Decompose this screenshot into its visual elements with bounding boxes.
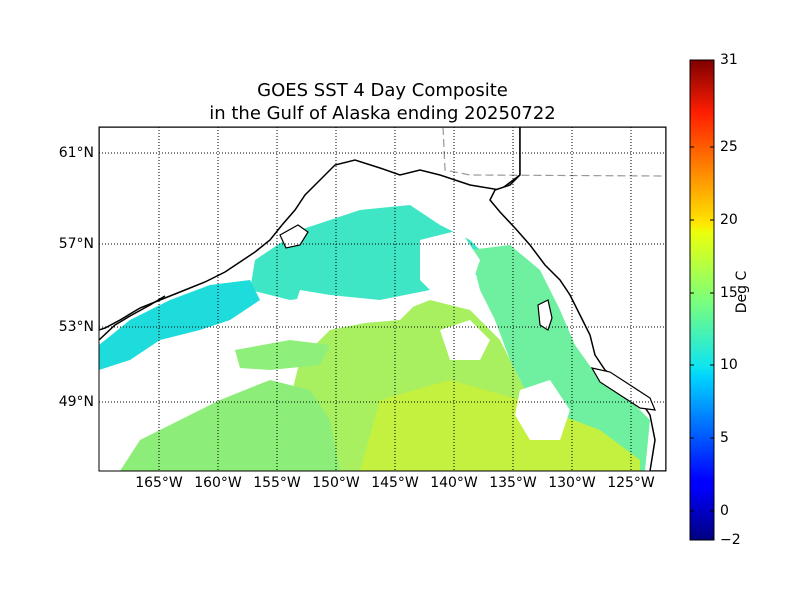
colorbar-tick-5: 5 bbox=[720, 430, 729, 446]
sst-patch-southeast bbox=[360, 380, 640, 471]
colorbar-tick-minus2: −2 bbox=[720, 532, 741, 548]
colorbar-tick-20: 20 bbox=[720, 212, 738, 228]
lat-label-61n: 61°N bbox=[58, 145, 94, 161]
lon-label-155w: 155°W bbox=[253, 475, 301, 491]
colorbar-label: Deg C bbox=[734, 270, 750, 314]
lon-label-145w: 145°W bbox=[371, 475, 419, 491]
lon-label-125w: 125°W bbox=[607, 475, 655, 491]
sst-patch-west bbox=[99, 280, 260, 370]
vancouver-island bbox=[590, 367, 656, 411]
land-canada bbox=[489, 127, 666, 471]
lat-label-57n: 57°N bbox=[58, 236, 94, 252]
cloud-gap-2 bbox=[420, 230, 480, 300]
aleutian-chain bbox=[99, 295, 166, 341]
colorbar bbox=[689, 59, 715, 541]
cloud-gap-5 bbox=[440, 320, 490, 360]
kodiak-island bbox=[279, 224, 309, 249]
lat-label-53n: 53°N bbox=[58, 319, 94, 335]
colorbar-tick-25: 25 bbox=[720, 139, 738, 155]
sst-patch-coast bbox=[470, 245, 650, 471]
land-alaska bbox=[99, 127, 521, 331]
colorbar-ticks bbox=[690, 59, 714, 512]
cloud-gap-1 bbox=[290, 290, 420, 325]
lon-label-135w: 135°W bbox=[489, 475, 537, 491]
lon-label-150w: 150°W bbox=[312, 475, 360, 491]
colorbar-tick-10: 10 bbox=[720, 357, 738, 373]
cloud-gap-4 bbox=[99, 360, 240, 430]
haida-gwaii bbox=[537, 299, 553, 331]
map-frame bbox=[98, 126, 667, 472]
map-title-line-2: in the Gulf of Alaska ending 20250722 bbox=[209, 103, 556, 124]
sst-patch-mid bbox=[235, 340, 330, 370]
lon-label-160w: 160°W bbox=[194, 475, 242, 491]
sst-field bbox=[99, 127, 666, 471]
lon-label-140w: 140°W bbox=[430, 475, 478, 491]
lon-label-130w: 130°W bbox=[548, 475, 596, 491]
cloud-gap-3 bbox=[515, 380, 570, 440]
colorbar-tick-31: 31 bbox=[720, 52, 738, 68]
sst-patch-south bbox=[120, 380, 340, 471]
border-alaska-canada bbox=[442, 127, 666, 177]
map-title-line-1: GOES SST 4 Day Composite bbox=[257, 80, 508, 101]
lon-label-165w: 165°W bbox=[135, 475, 183, 491]
lat-label-49n: 49°N bbox=[58, 394, 94, 410]
colorbar-tick-0: 0 bbox=[720, 503, 729, 519]
colorbar-tick-15: 15 bbox=[720, 285, 738, 301]
graticule bbox=[99, 127, 666, 471]
